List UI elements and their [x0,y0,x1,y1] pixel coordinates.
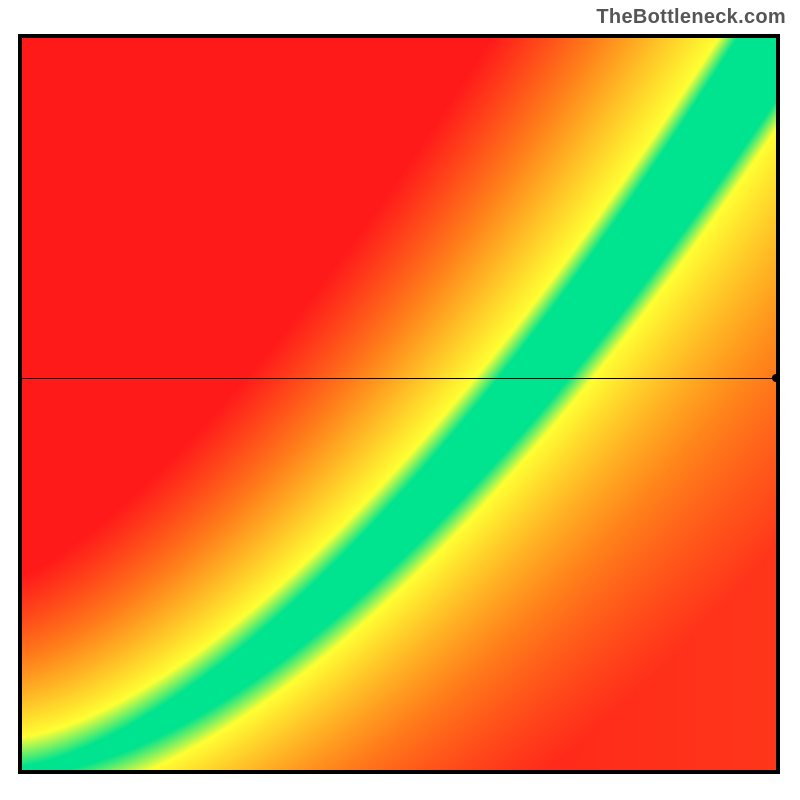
branding-text: TheBottleneck.com [596,6,786,29]
page-root: TheBottleneck.com [0,0,800,800]
bottleneck-heatmap [18,34,780,774]
heatmap-canvas [22,38,776,770]
threshold-line [22,378,776,379]
threshold-marker [772,374,780,382]
